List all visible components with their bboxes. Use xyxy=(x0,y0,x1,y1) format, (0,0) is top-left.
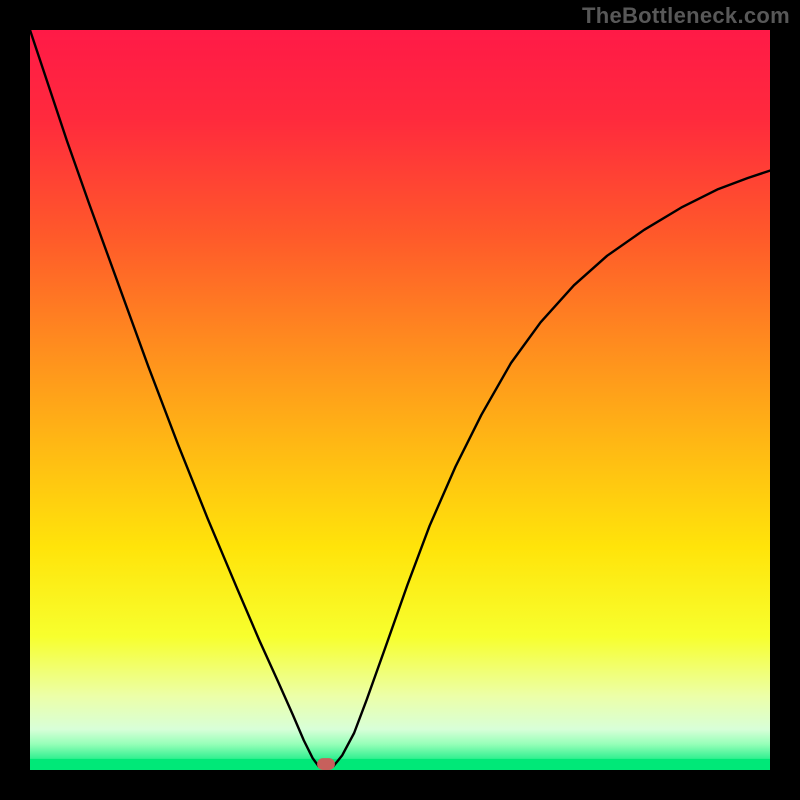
watermark-text: TheBottleneck.com xyxy=(582,3,790,29)
chart-svg xyxy=(0,0,800,800)
minimum-marker xyxy=(317,758,335,770)
chart-stage: TheBottleneck.com xyxy=(0,0,800,800)
gradient-background xyxy=(30,30,770,770)
bottom-green-strip xyxy=(30,759,770,770)
